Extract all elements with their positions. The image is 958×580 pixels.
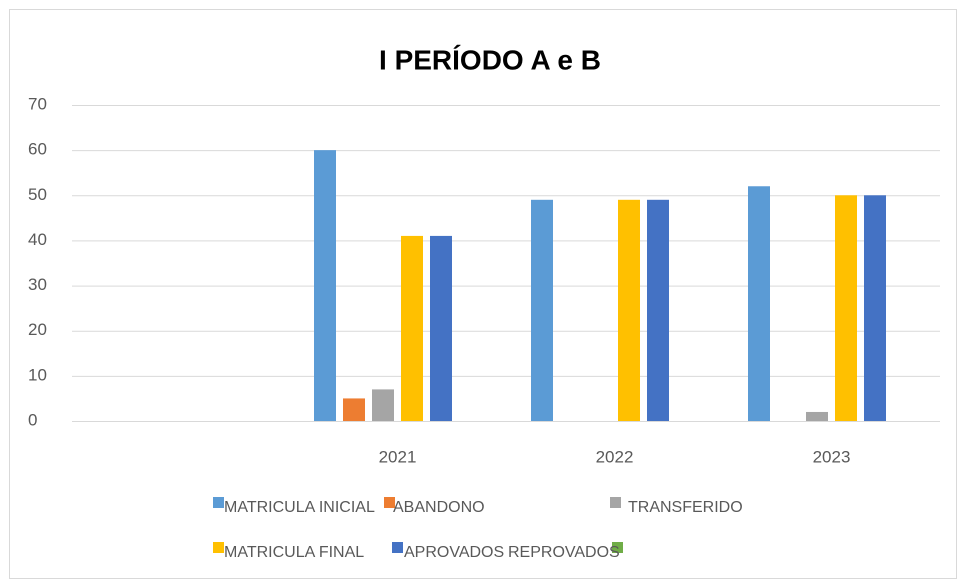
y-tick-label: 30 <box>28 275 47 294</box>
bar <box>531 199 553 421</box>
y-tick-label: 40 <box>28 230 47 249</box>
y-tick-label: 70 <box>28 94 47 113</box>
y-tick-label: 0 <box>28 410 37 429</box>
bar <box>401 235 423 421</box>
x-tick-label: 2022 <box>596 447 634 466</box>
bar <box>835 195 857 421</box>
legend-label: MATRICULA FINAL <box>224 544 364 561</box>
legend-swatch <box>392 542 403 553</box>
bar <box>618 199 640 421</box>
legend-label: REPROVADOS <box>508 544 620 561</box>
x-tick-label: 2021 <box>379 447 417 466</box>
bar <box>748 186 770 421</box>
bar <box>314 150 336 421</box>
legend-label: APROVADOS <box>404 544 504 561</box>
x-tick-label: 2023 <box>813 447 851 466</box>
legend-label: TRANSFERIDO <box>628 499 743 516</box>
bar <box>430 235 452 421</box>
legend-label: MATRICULA INICIAL <box>224 499 375 516</box>
legend-swatch <box>213 542 224 553</box>
bar <box>343 398 365 421</box>
chart-title: I PERÍODO A e B <box>379 44 601 75</box>
bar <box>864 195 886 421</box>
legend-swatch <box>213 497 224 508</box>
y-tick-label: 20 <box>28 320 47 339</box>
bar <box>806 411 828 421</box>
bar <box>372 389 394 421</box>
y-tick-label: 50 <box>28 185 47 204</box>
bar <box>647 199 669 421</box>
y-tick-label: 10 <box>28 365 47 384</box>
legend-label: ABANDONO <box>393 499 485 516</box>
legend-swatch <box>610 497 621 508</box>
legend-swatch <box>612 542 623 553</box>
chart-border <box>9 9 957 579</box>
legend-swatch <box>384 497 395 508</box>
y-tick-label: 60 <box>28 140 47 159</box>
